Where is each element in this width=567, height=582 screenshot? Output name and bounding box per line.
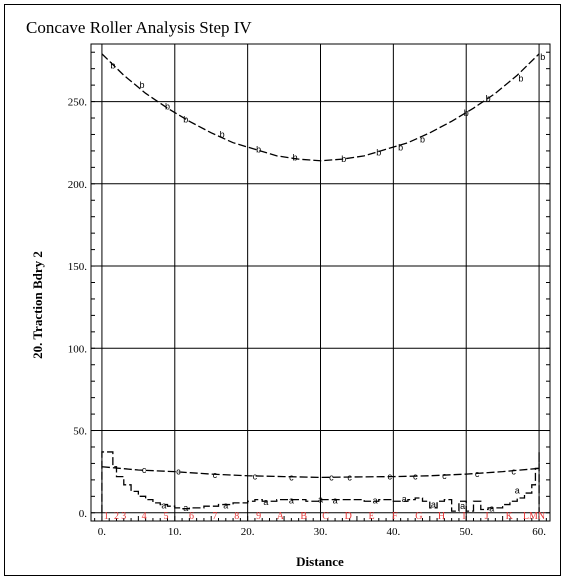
series-marker-a: a [183,503,188,513]
series-marker-b: b [464,108,469,118]
node-label: 8 [234,511,239,522]
series-marker-b: b [292,152,297,162]
x-axis-label: Distance [296,554,344,569]
node-label: H [438,511,445,522]
y-tick-label: 150. [68,261,88,273]
chart-frame [4,4,561,576]
series-marker-a: a [333,495,338,505]
series-marker-c: c [289,472,294,482]
series-marker-b: b [518,74,523,84]
series-marker-a: a [373,495,378,505]
node-label: A [277,511,285,522]
series-marker-b: b [165,102,170,112]
series-marker-c: c [142,465,147,475]
x-tick-label: 20. [241,526,255,538]
series-marker-a: a [460,501,465,511]
series-marker-b: b [341,154,346,164]
series-marker-c: c [347,472,352,482]
node-label: C [322,511,329,522]
series-marker-c: c [387,472,392,482]
series-marker-b: b [183,115,188,125]
node-label: F [392,511,398,522]
series-marker-c: c [442,471,447,481]
series-marker-b: b [398,143,403,153]
grid-lines [91,44,550,521]
series-marker-b: b [486,93,491,103]
series-marker-b: b [376,148,381,158]
series-marker-b: b [256,144,261,154]
node-label: 2 [114,511,119,522]
series-marker-b: b [139,80,144,90]
series-marker-a: a [318,495,323,505]
series-marker-a: a [515,486,520,496]
series-marker-a: a [489,504,494,514]
series-line-a [101,451,540,513]
y-tick-label: 100. [68,343,88,355]
x-tick-label: 50. [459,526,473,538]
series-marker-b: b [420,134,425,144]
node-label: 9 [256,511,261,522]
series-marker-a: a [289,495,294,505]
series-marker-c: c [413,472,418,482]
series-lines [101,53,540,513]
series-marker-a: a [431,500,436,510]
node-label: 3 [121,511,126,522]
x-tick-label: 0. [98,526,107,538]
series-marker-b: b [540,52,545,62]
series-line-c [101,466,540,479]
chart-title: Concave Roller Analysis Step IV [26,18,252,37]
node-label: I [462,511,465,522]
series-marker-c: c [511,467,516,477]
series-marker-c: c [213,470,218,480]
node-label: LMN [523,511,545,522]
y-axis-label: 20. Traction Bdry 2 [30,251,45,359]
series-marker-c: c [253,472,258,482]
series-marker-c: c [329,472,334,482]
series-marker-a: a [161,500,166,510]
series-marker-b: b [220,129,225,139]
y-tick-label: 250. [68,97,88,109]
series-marker-c: c [475,469,480,479]
series-marker-a: a [402,494,407,504]
node-label: K [506,511,514,522]
series-marker-a: a [223,500,228,510]
series-marker-c: c [176,467,181,477]
series-marker-b: b [110,60,115,70]
series-marker-a: a [263,497,268,507]
node-label: D [345,511,352,522]
node-label: 6 [189,511,194,522]
node-label: G [415,511,422,522]
node-label: 5 [164,511,169,522]
node-label: B [300,511,307,522]
x-tick-label: 60. [532,526,546,538]
node-label: J [485,511,489,522]
node-label: E [368,511,374,522]
y-tick-label: 50. [73,426,87,438]
node-labels: 1 2 3 4 5 6 7 8 9 A B C D E F G H I J K LMN [104,511,545,522]
series-line-b [101,53,540,162]
node-label: 7 [212,511,217,522]
x-tick-label: 40. [386,526,400,538]
y-tick-label: 0. [79,508,88,520]
axes: 0. 10. 20. 30. 40. 50. 60. 0. 50. 100. 150. 200. 250… [68,51,550,538]
y-tick-label: 200. [68,179,88,191]
x-tick-label: 30. [314,526,328,538]
node-label: 4 [142,511,147,522]
x-tick-label: 10. [168,526,182,538]
node-label: 1 [104,511,109,522]
